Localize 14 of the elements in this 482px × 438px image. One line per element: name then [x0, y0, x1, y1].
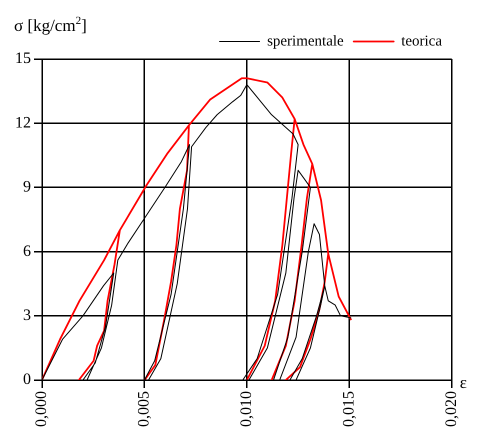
y-tick-label: 0 [23, 371, 31, 388]
x-axis-title: ε [460, 373, 467, 392]
y-tick-label: 6 [23, 242, 31, 260]
legend-label: sperimentale [267, 33, 344, 50]
x-tick-label: 0,000 [33, 391, 50, 427]
y-tick-label: 9 [23, 178, 31, 196]
x-tick-label: 0,005 [136, 391, 153, 427]
y-tick-label: 15 [15, 50, 31, 68]
y-tick-label: 3 [23, 307, 31, 324]
legend-label: teorica [401, 33, 442, 50]
x-tick-label: 0,015 [340, 391, 358, 427]
x-tick-label: 0,010 [238, 391, 256, 427]
x-tick-label: 0,020 [443, 391, 460, 427]
y-tick-label: 12 [15, 114, 31, 132]
